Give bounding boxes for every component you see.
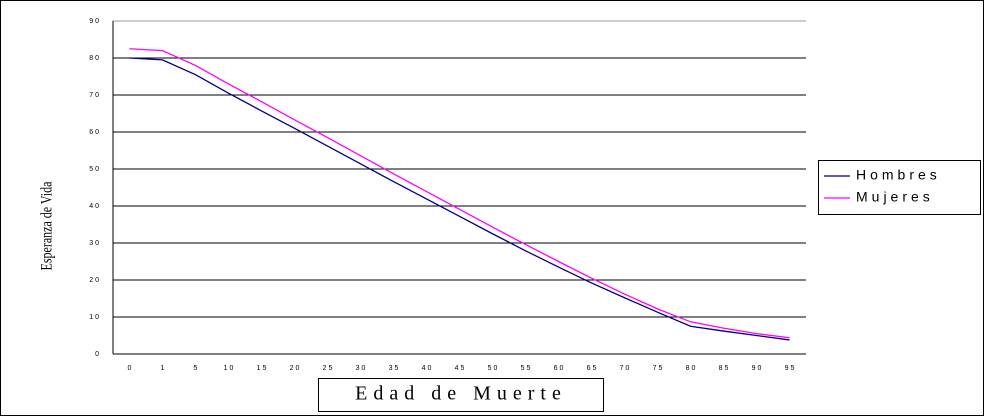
y-axis-label: Esperanza de Vida — [38, 181, 56, 271]
x-label-box — [318, 378, 604, 412]
x-axis-label: Edad de Muerte — [355, 383, 567, 405]
y-tick-label: 40 — [89, 203, 101, 210]
x-tick-label: 45 — [455, 365, 467, 372]
x-tick-label: 0 — [128, 365, 134, 372]
y-tick-label: 10 — [89, 314, 101, 321]
x-tick-label: 85 — [719, 365, 731, 372]
x-tick-label: 70 — [620, 365, 632, 372]
x-tick-label: 1 — [161, 365, 167, 372]
x-tick-label: 75 — [653, 365, 665, 372]
legend-label: Mujeres — [856, 189, 934, 205]
line-series — [129, 57, 790, 341]
y-tick-label: 70 — [89, 92, 101, 99]
legend-box — [818, 160, 981, 215]
y-tick-label: 0 — [95, 351, 101, 358]
x-tick-label: 20 — [290, 365, 302, 372]
x-tick-label: 35 — [389, 365, 401, 372]
y-tick-label: 90 — [89, 18, 101, 25]
x-tick-label: 80 — [686, 365, 698, 372]
x-tick-label: 95 — [785, 365, 797, 372]
x-tick-label: 50 — [488, 365, 500, 372]
x-tick-label: 25 — [323, 365, 335, 372]
y-tick-label: 80 — [89, 55, 101, 62]
x-tick-label: 90 — [752, 365, 764, 372]
x-tick-label: 40 — [422, 365, 434, 372]
legend-label: Hombres — [856, 167, 941, 183]
x-tick-label: 10 — [224, 365, 236, 372]
x-tick-label: 55 — [521, 365, 533, 372]
y-tick-label: 20 — [89, 277, 101, 284]
line-series — [129, 48, 790, 339]
x-tick-label: 60 — [554, 365, 566, 372]
x-tick-label: 30 — [356, 365, 368, 372]
x-tick-label: 5 — [194, 365, 200, 372]
y-tick-label: 60 — [89, 129, 101, 136]
y-tick-label: 50 — [89, 166, 101, 173]
x-tick-label: 65 — [587, 365, 599, 372]
y-tick-label: 30 — [89, 240, 101, 247]
x-tick-label: 15 — [257, 365, 269, 372]
